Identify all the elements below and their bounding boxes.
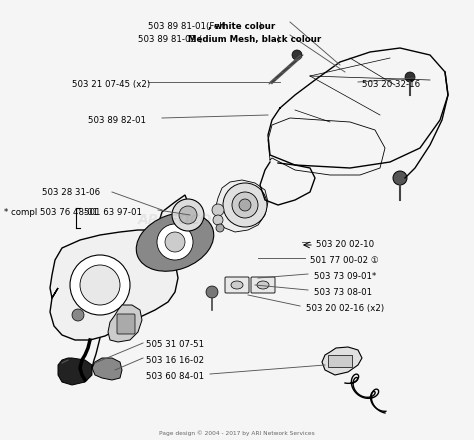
Circle shape bbox=[212, 204, 224, 216]
Text: ): ) bbox=[276, 35, 280, 44]
Text: 503 60 84-01: 503 60 84-01 bbox=[146, 372, 204, 381]
Text: 503 21 07-45 (x2): 503 21 07-45 (x2) bbox=[72, 80, 150, 89]
Text: 503 20 32-16: 503 20 32-16 bbox=[362, 80, 420, 89]
Circle shape bbox=[179, 206, 197, 224]
Text: 501 77 00-02 ①: 501 77 00-02 ① bbox=[310, 256, 379, 265]
Ellipse shape bbox=[136, 213, 214, 271]
Text: ): ) bbox=[258, 22, 261, 31]
Text: 505 31 07-51: 505 31 07-51 bbox=[146, 340, 204, 349]
Circle shape bbox=[172, 199, 204, 231]
Text: Medium Mesh, black colour: Medium Mesh, black colour bbox=[188, 35, 321, 44]
Circle shape bbox=[72, 309, 84, 321]
Circle shape bbox=[393, 171, 407, 185]
Text: * compl 503 76 48-01: * compl 503 76 48-01 bbox=[4, 208, 98, 217]
Text: 503 16 16-02: 503 16 16-02 bbox=[146, 356, 204, 365]
Circle shape bbox=[80, 265, 120, 305]
Text: 503 20 02-16 (x2): 503 20 02-16 (x2) bbox=[306, 304, 384, 313]
Text: , white colour: , white colour bbox=[209, 22, 275, 31]
Text: 503 89 81-01(Felt: 503 89 81-01(Felt bbox=[148, 22, 225, 31]
Circle shape bbox=[292, 50, 302, 60]
Circle shape bbox=[206, 286, 218, 298]
Circle shape bbox=[239, 199, 251, 211]
Text: Page design © 2004 - 2017 by ARI Network Services: Page design © 2004 - 2017 by ARI Network… bbox=[159, 430, 315, 436]
Polygon shape bbox=[215, 180, 268, 232]
Circle shape bbox=[223, 183, 267, 227]
Text: 501 63 97-01: 501 63 97-01 bbox=[84, 208, 142, 217]
Text: 503 73 08-01: 503 73 08-01 bbox=[314, 288, 372, 297]
FancyBboxPatch shape bbox=[328, 355, 352, 367]
Ellipse shape bbox=[231, 281, 243, 289]
FancyBboxPatch shape bbox=[251, 277, 275, 293]
Polygon shape bbox=[322, 347, 362, 375]
Ellipse shape bbox=[257, 281, 269, 289]
Circle shape bbox=[213, 215, 223, 225]
Circle shape bbox=[405, 72, 415, 82]
Text: ARI FOCO: ARI FOCO bbox=[138, 213, 213, 227]
Text: ™: ™ bbox=[214, 224, 222, 233]
Polygon shape bbox=[108, 305, 142, 342]
Circle shape bbox=[216, 224, 224, 232]
Polygon shape bbox=[92, 358, 122, 380]
Circle shape bbox=[70, 255, 130, 315]
Circle shape bbox=[165, 232, 185, 252]
Text: 503 89 82-01: 503 89 82-01 bbox=[88, 116, 146, 125]
Circle shape bbox=[232, 192, 258, 218]
Polygon shape bbox=[58, 358, 92, 385]
Text: 503 89 81-02 (: 503 89 81-02 ( bbox=[138, 35, 202, 44]
FancyBboxPatch shape bbox=[225, 277, 249, 293]
Polygon shape bbox=[50, 195, 190, 340]
Circle shape bbox=[157, 224, 193, 260]
Text: 503 20 02-10: 503 20 02-10 bbox=[316, 240, 374, 249]
Text: 503 73 09-01*: 503 73 09-01* bbox=[314, 272, 376, 281]
Text: 503 28 31-06: 503 28 31-06 bbox=[42, 188, 100, 197]
FancyBboxPatch shape bbox=[117, 314, 135, 334]
